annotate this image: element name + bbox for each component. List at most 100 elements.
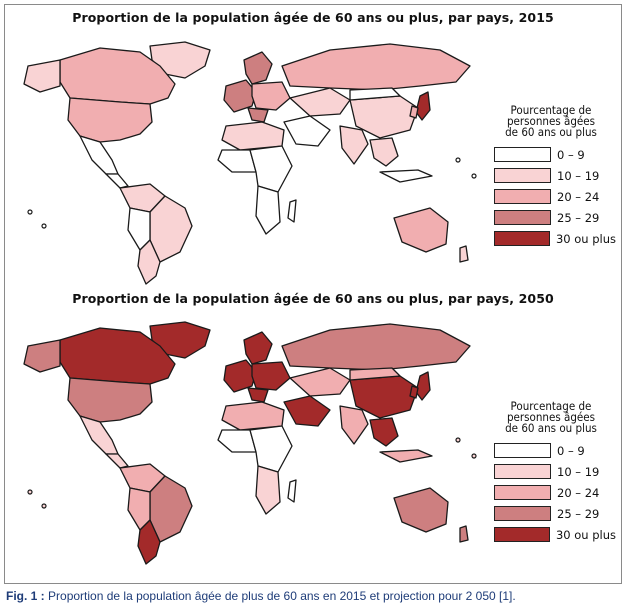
region-canada bbox=[59, 47, 176, 105]
region-islands bbox=[471, 173, 477, 179]
legend-item: 10 – 19 bbox=[486, 461, 616, 482]
region-brazil bbox=[149, 195, 193, 263]
legend-swatch bbox=[494, 485, 551, 500]
world-map-2015 bbox=[23, 41, 477, 285]
legend-2050: Pourcentage de personnes âgées de 60 ans… bbox=[486, 399, 616, 545]
legend-swatch bbox=[494, 506, 551, 521]
region-brazil bbox=[149, 475, 193, 543]
region-new-zealand bbox=[459, 525, 469, 543]
legend-title: Pourcentage de personnes âgées de 60 ans… bbox=[505, 399, 597, 435]
region-korea bbox=[409, 105, 419, 119]
region-argentina-chile bbox=[137, 239, 161, 285]
region-mexico bbox=[79, 135, 119, 175]
region-west-africa bbox=[217, 149, 257, 173]
region-korea bbox=[409, 385, 419, 399]
legend-swatch bbox=[494, 443, 551, 458]
region-southeast-asia bbox=[369, 417, 399, 447]
legend-label: 20 – 24 bbox=[557, 189, 600, 204]
legend-swatch bbox=[494, 464, 551, 479]
legend-swatch bbox=[494, 168, 551, 183]
region-canada bbox=[59, 327, 176, 385]
region-scandinavia bbox=[243, 51, 273, 85]
legend-2015: Pourcentage de personnes âgées de 60 ans… bbox=[486, 103, 616, 249]
region-middle-east bbox=[283, 395, 331, 427]
legend-item: 0 – 9 bbox=[486, 440, 616, 461]
region-islands bbox=[455, 437, 461, 443]
legend-title: Pourcentage de personnes âgées de 60 ans… bbox=[505, 103, 597, 139]
region-indonesia bbox=[379, 449, 433, 463]
figure-caption: Fig. 1 : Proportion de la population âgé… bbox=[6, 589, 516, 603]
region-southern-africa bbox=[255, 185, 281, 235]
legend-label: 20 – 24 bbox=[557, 485, 600, 500]
legend-item: 20 – 24 bbox=[486, 186, 616, 207]
region-india bbox=[339, 125, 369, 165]
legend-label: 25 – 29 bbox=[557, 210, 600, 225]
region-india bbox=[339, 405, 369, 445]
region-islands bbox=[27, 489, 33, 495]
region-alaska bbox=[23, 339, 61, 373]
legend-label: 0 – 9 bbox=[557, 443, 585, 458]
legend-item: 30 ou plus bbox=[486, 228, 616, 249]
legend-label: 30 ou plus bbox=[555, 231, 616, 246]
region-islands bbox=[41, 223, 47, 229]
region-southeast-asia bbox=[369, 137, 399, 167]
legend-item: 25 – 29 bbox=[486, 207, 616, 228]
legend-swatch bbox=[494, 210, 551, 225]
region-alaska bbox=[23, 59, 61, 93]
region-australia bbox=[393, 487, 449, 533]
region-central-africa bbox=[249, 145, 293, 193]
region-mexico bbox=[79, 415, 119, 455]
region-central-africa bbox=[249, 425, 293, 473]
region-islands bbox=[27, 209, 33, 215]
region-italy-balkans bbox=[247, 107, 269, 123]
region-japan bbox=[415, 371, 431, 401]
map-title-2050: Proportion de la population âgée de 60 a… bbox=[72, 291, 554, 306]
region-mongolia bbox=[349, 87, 401, 101]
region-north-africa bbox=[221, 121, 285, 151]
region-western-europe bbox=[223, 359, 257, 393]
region-west-africa bbox=[217, 429, 257, 453]
legend-label: 25 – 29 bbox=[557, 506, 600, 521]
region-western-europe bbox=[223, 79, 257, 113]
region-central-asia bbox=[289, 87, 351, 117]
region-central-america bbox=[105, 173, 129, 189]
legend-label: 10 – 19 bbox=[557, 464, 600, 479]
legend-item: 25 – 29 bbox=[486, 503, 616, 524]
region-madagascar bbox=[287, 199, 297, 223]
legend-swatch bbox=[494, 527, 550, 542]
region-islands bbox=[471, 453, 477, 459]
region-australia bbox=[393, 207, 449, 253]
legend-label: 0 – 9 bbox=[557, 147, 585, 162]
region-middle-east bbox=[283, 115, 331, 147]
legend-item: 10 – 19 bbox=[486, 165, 616, 186]
legend-swatch bbox=[494, 231, 550, 246]
legend-label: 10 – 19 bbox=[557, 168, 600, 183]
region-southern-africa bbox=[255, 465, 281, 515]
region-new-zealand bbox=[459, 245, 469, 263]
region-mongolia bbox=[349, 367, 401, 381]
region-central-asia bbox=[289, 367, 351, 397]
caption-label: Fig. 1 : bbox=[6, 589, 45, 603]
region-scandinavia bbox=[243, 331, 273, 365]
region-islands bbox=[455, 157, 461, 163]
legend-item: 0 – 9 bbox=[486, 144, 616, 165]
region-argentina-chile bbox=[137, 519, 161, 565]
map-title-2015: Proportion de la population âgée de 60 a… bbox=[72, 10, 554, 25]
legend-item: 20 – 24 bbox=[486, 482, 616, 503]
region-islands bbox=[41, 503, 47, 509]
legend-item: 30 ou plus bbox=[486, 524, 616, 545]
region-usa bbox=[67, 377, 153, 423]
region-italy-balkans bbox=[247, 387, 269, 403]
region-russia bbox=[281, 323, 471, 371]
region-madagascar bbox=[287, 479, 297, 503]
region-central-america bbox=[105, 453, 129, 469]
region-usa bbox=[67, 97, 153, 143]
region-eastern-europe bbox=[251, 81, 291, 111]
region-japan bbox=[415, 91, 431, 121]
legend-swatch bbox=[494, 189, 551, 204]
caption-text: Proportion de la population âgée de plus… bbox=[48, 589, 516, 603]
region-indonesia bbox=[379, 169, 433, 183]
region-eastern-europe bbox=[251, 361, 291, 391]
region-north-africa bbox=[221, 401, 285, 431]
legend-swatch bbox=[494, 147, 551, 162]
